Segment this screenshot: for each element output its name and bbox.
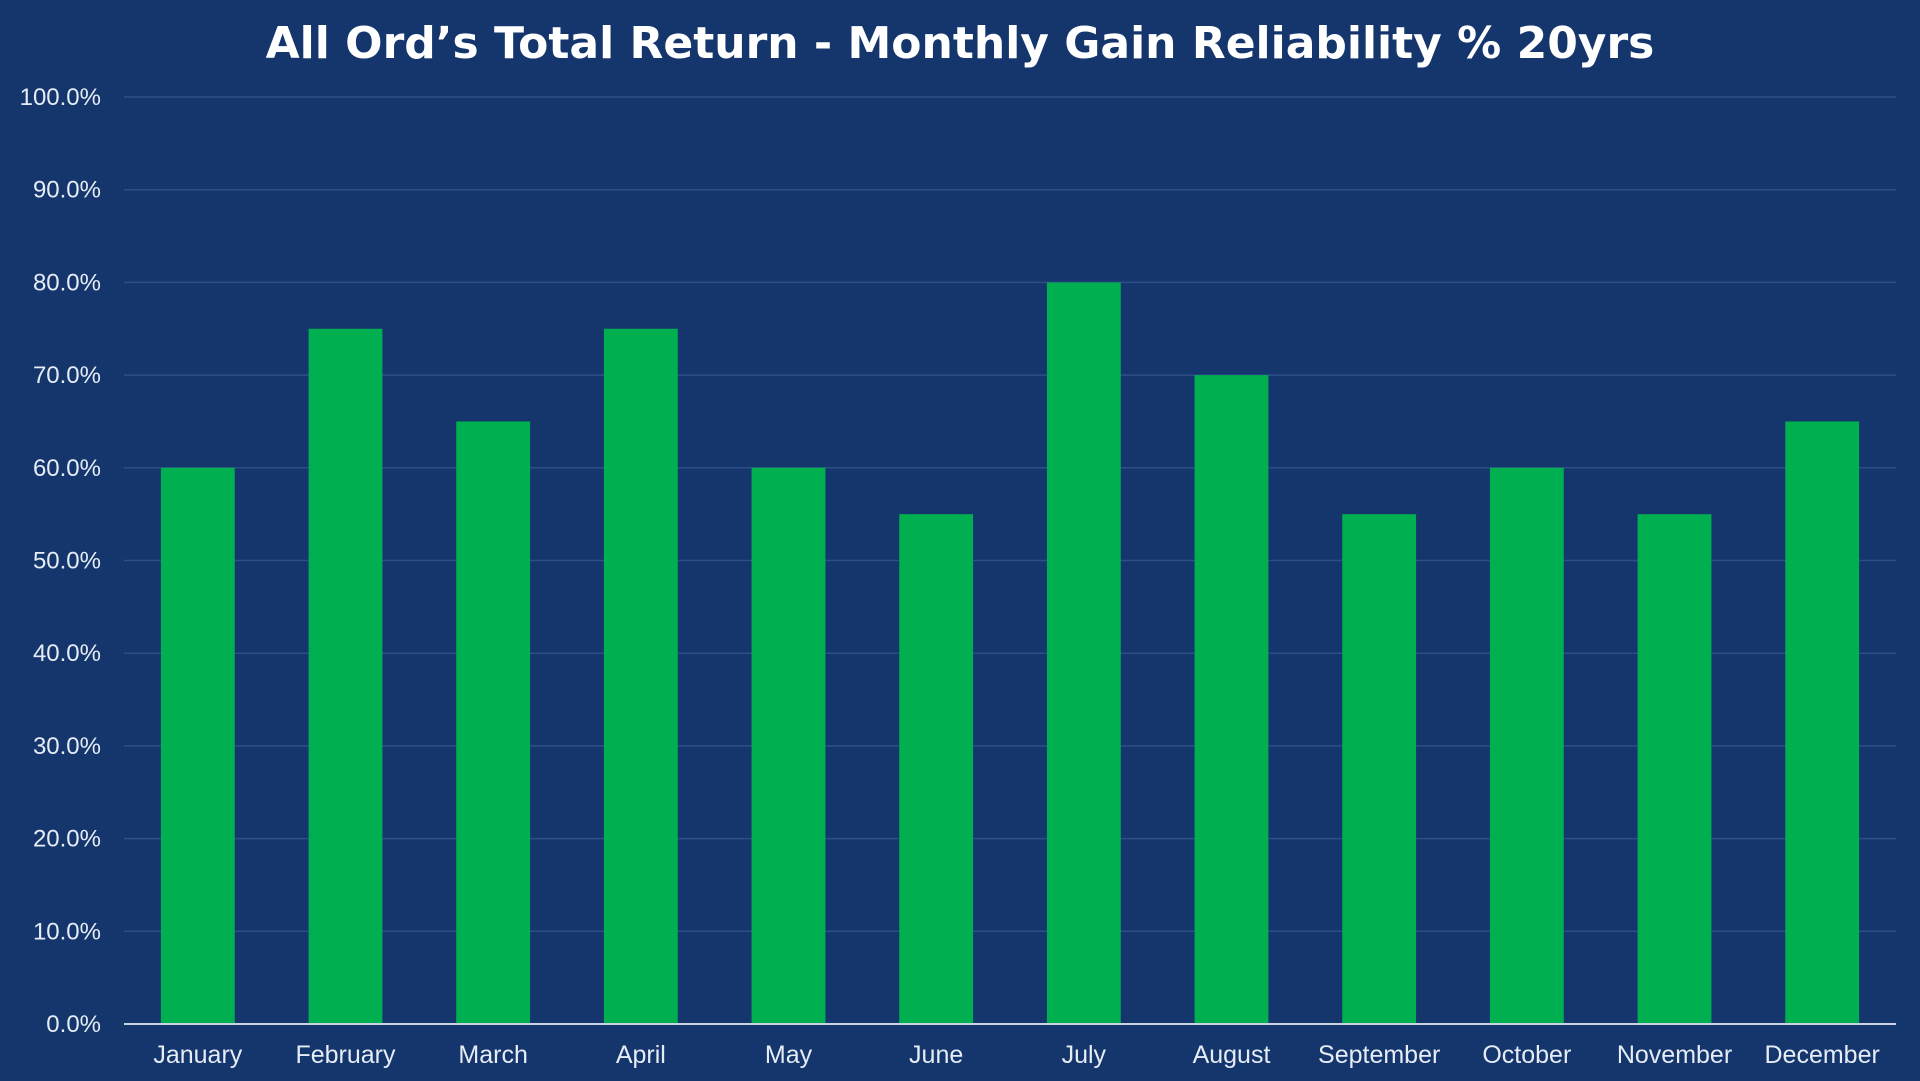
y-tick-label: 80.0% [33, 269, 101, 296]
x-tick-label: April [616, 1041, 666, 1069]
bar-july [1046, 282, 1121, 1024]
y-tick-label: 30.0% [33, 733, 101, 760]
x-tick-label: January [153, 1041, 242, 1069]
y-tick-label: 10.0% [33, 918, 101, 945]
bar-january [160, 467, 235, 1024]
bar-october [1489, 467, 1564, 1024]
y-tick-label: 90.0% [33, 177, 101, 204]
chart-title: All Ord’s Total Return - Monthly Gain Re… [266, 18, 1655, 69]
y-tick-label: 0.0% [46, 1011, 101, 1038]
x-tick-label: March [458, 1041, 527, 1069]
bar-march [456, 421, 531, 1024]
x-tick-label: September [1318, 1041, 1440, 1069]
y-tick-label: 20.0% [33, 826, 101, 853]
bar-april [603, 328, 678, 1024]
bar-september [1342, 514, 1417, 1024]
bar-june [899, 514, 974, 1024]
y-tick-label: 40.0% [33, 640, 101, 667]
x-tick-label: June [909, 1041, 963, 1069]
bar-december [1785, 421, 1860, 1024]
x-axis-ticks: January February March April May June July Augu… [153, 1041, 1879, 1069]
bar-may [751, 467, 826, 1024]
bar-august [1194, 375, 1269, 1025]
x-tick-label: November [1617, 1041, 1732, 1069]
bars [160, 282, 1860, 1025]
grid-lines [124, 96, 1896, 933]
y-tick-label: 60.0% [33, 455, 101, 482]
x-tick-label: October [1482, 1041, 1571, 1069]
y-tick-label: 50.0% [33, 548, 101, 575]
x-tick-label: July [1062, 1041, 1107, 1069]
x-tick-label: February [295, 1041, 396, 1069]
x-tick-label: May [765, 1041, 813, 1069]
x-tick-label: August [1193, 1041, 1271, 1069]
bar-february [308, 328, 383, 1024]
x-tick-label: December [1765, 1041, 1880, 1069]
y-tick-label: 70.0% [33, 362, 101, 389]
y-axis-ticks: 0.0% 10.0% 20.0% 30.0% 40.0% 50.0% 60.0% 70.0% 8… [20, 84, 101, 1038]
bar-november [1637, 514, 1712, 1024]
y-tick-label: 100.0% [20, 84, 101, 111]
